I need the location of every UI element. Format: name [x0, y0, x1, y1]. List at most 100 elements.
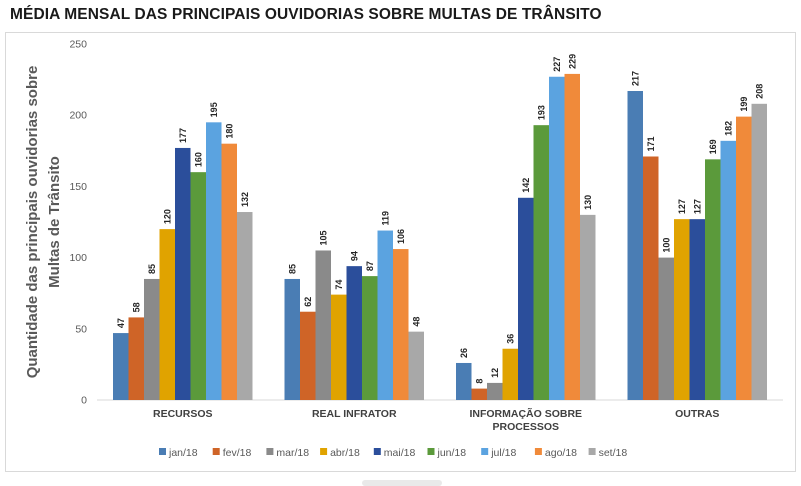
data-label: 58: [132, 302, 142, 312]
data-label: 100: [662, 238, 672, 253]
bar-jul-18-0: [206, 122, 222, 400]
data-label: 106: [396, 229, 406, 244]
data-label: 26: [459, 348, 469, 358]
bar-mai-18-0: [175, 147, 191, 400]
category-label: REAL INFRATOR: [312, 408, 397, 420]
data-label: 171: [646, 136, 656, 151]
bar-mai-18-3: [689, 219, 705, 400]
data-label: 169: [708, 139, 718, 154]
data-label: 127: [677, 199, 687, 214]
y-axis-title: Quantidade das principais ouvidorias sob…: [24, 66, 41, 379]
bar-ago-18-0: [221, 143, 237, 400]
data-label: 8: [475, 379, 485, 384]
legend-swatch: [373, 448, 381, 455]
data-label: 36: [506, 334, 516, 344]
data-label: 217: [631, 71, 641, 86]
bar-mar-18-0: [144, 278, 160, 400]
data-label: 193: [537, 105, 547, 120]
data-label: 195: [209, 102, 219, 117]
legend-label: jun/18: [437, 447, 467, 459]
legend-label: fev/18: [223, 447, 252, 459]
bar-abr-18-3: [674, 219, 690, 400]
bar-set-18-1: [408, 331, 424, 400]
bar-abr-18-0: [159, 229, 175, 400]
legend-swatch: [212, 448, 220, 455]
legend-swatch: [427, 448, 435, 455]
category-label: OUTRAS: [675, 408, 719, 420]
bar-jun-18-1: [362, 276, 378, 400]
chart-frame: [5, 32, 796, 472]
bar-mai-18-1: [346, 266, 362, 400]
bar-jun-18-3: [705, 159, 721, 400]
bar-jun-18-0: [190, 172, 206, 400]
data-label: 227: [552, 57, 562, 72]
chart-title: MÉDIA MENSAL DAS PRINCIPAIS OUVIDORIAS S…: [10, 6, 602, 23]
y-axis-title: Multas de Trânsito: [46, 156, 63, 288]
legend-swatch: [320, 448, 328, 455]
legend-label: mai/18: [384, 447, 416, 459]
data-label: 74: [334, 280, 344, 290]
bar-ago-18-2: [564, 73, 580, 401]
bar-jan-18-1: [284, 278, 300, 400]
category-label: INFORMAÇÃO SOBRE: [469, 407, 582, 420]
bar-abr-18-1: [331, 294, 347, 400]
data-label: 160: [194, 152, 204, 167]
bar-set-18-3: [751, 103, 767, 401]
data-label: 12: [490, 368, 500, 378]
bar-fev-18-3: [643, 156, 659, 400]
bar-jan-18-2: [456, 362, 472, 400]
y-tick-label: 50: [75, 323, 87, 335]
data-label: 120: [163, 209, 173, 224]
y-tick-label: 250: [69, 39, 87, 51]
legend-swatch: [159, 448, 166, 455]
bar-ago-18-1: [393, 249, 409, 400]
data-label: 127: [693, 199, 703, 214]
data-label: 130: [583, 195, 593, 210]
legend-label: set/18: [599, 447, 628, 459]
legend-label: jul/18: [490, 447, 516, 459]
bar-abr-18-2: [502, 348, 518, 400]
legend-swatch: [266, 448, 274, 455]
data-label: 208: [755, 84, 765, 99]
bar-jan-18-3: [627, 90, 643, 400]
category-label: PROCESSOS: [492, 421, 559, 433]
data-label: 94: [350, 251, 360, 261]
scroll-indicator: [362, 480, 442, 486]
legend-swatch: [588, 448, 596, 455]
bar-fev-18-2: [471, 388, 487, 400]
bar-jul-18-1: [377, 230, 393, 400]
data-label: 85: [147, 264, 157, 274]
data-label: 180: [225, 124, 235, 139]
y-tick-label: 0: [81, 395, 87, 407]
bar-ago-18-3: [736, 116, 752, 401]
legend-label: ago/18: [545, 447, 577, 459]
bar-jun-18-2: [533, 125, 549, 400]
y-tick-label: 100: [69, 252, 87, 264]
data-label: 85: [288, 264, 298, 274]
bar-jan-18-0: [113, 333, 129, 400]
y-tick-label: 200: [69, 110, 87, 122]
bar-fev-18-0: [128, 317, 144, 400]
bar-jul-18-3: [720, 140, 736, 400]
legend-label: jan/18: [168, 447, 198, 459]
data-label: 142: [521, 178, 531, 193]
data-label: 47: [116, 318, 126, 328]
bar-fev-18-1: [300, 311, 316, 400]
data-label: 87: [365, 261, 375, 271]
bar-mar-18-2: [487, 382, 503, 400]
data-label: 105: [319, 230, 329, 245]
bar-mai-18-2: [518, 197, 534, 400]
bar-mar-18-1: [315, 250, 331, 400]
legend-label: mar/18: [276, 447, 309, 459]
bar-set-18-2: [580, 214, 596, 400]
bar-set-18-0: [237, 212, 253, 400]
data-label: 62: [303, 297, 313, 307]
data-label: 177: [178, 128, 188, 143]
legend-label: abr/18: [330, 447, 360, 459]
data-label: 229: [568, 54, 578, 69]
data-label: 199: [739, 97, 749, 112]
data-label: 48: [412, 317, 422, 327]
data-label: 182: [724, 121, 734, 136]
category-label: RECURSOS: [153, 408, 213, 420]
